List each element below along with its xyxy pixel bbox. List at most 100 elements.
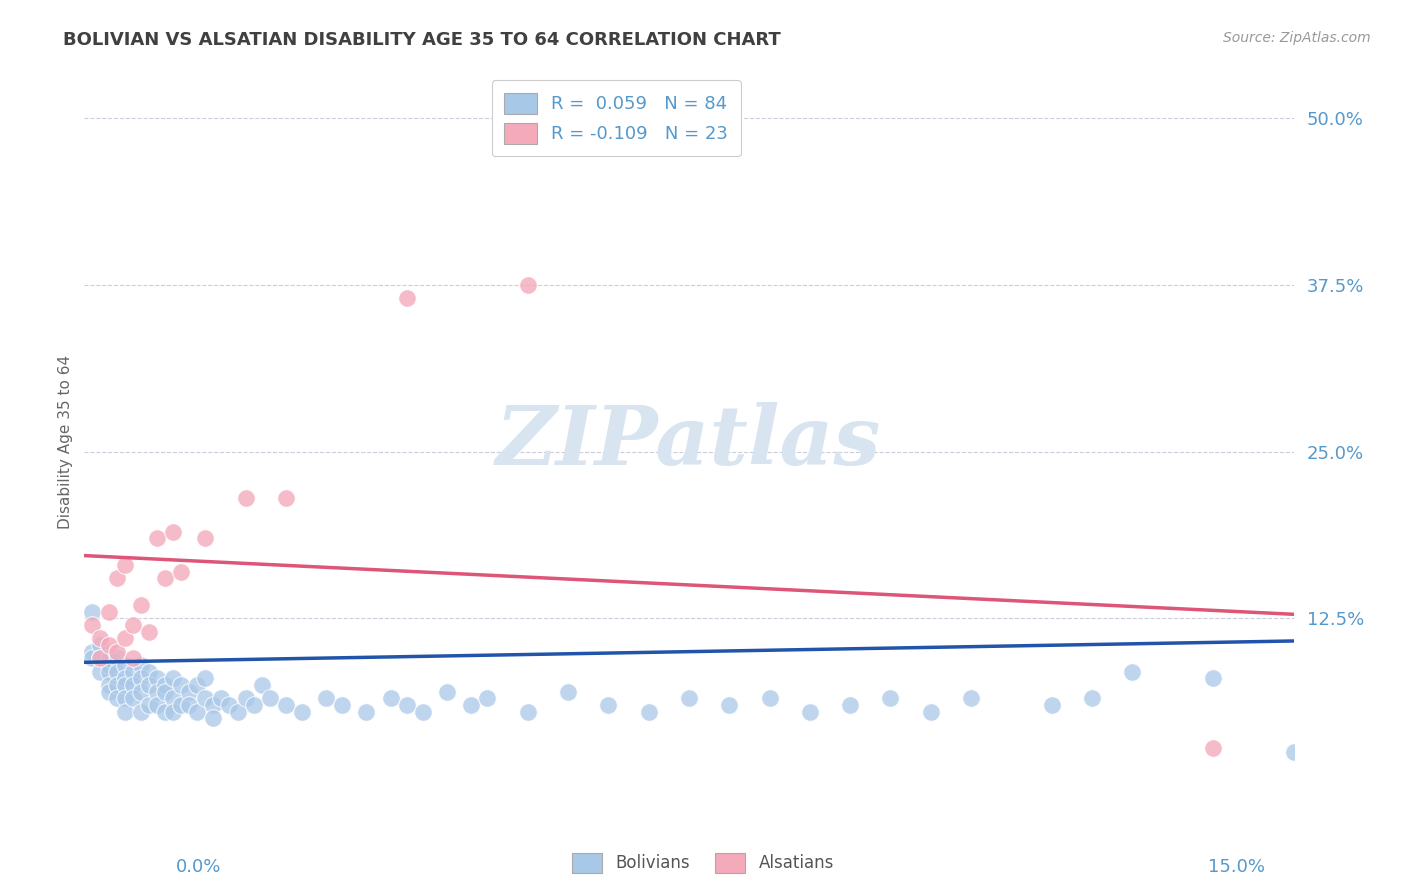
Point	[105, 678, 128, 692]
Point	[129, 671, 152, 685]
Point	[153, 678, 176, 692]
Point	[194, 671, 217, 685]
Point	[153, 705, 176, 719]
Point	[395, 698, 418, 712]
Point	[678, 691, 700, 706]
Text: ZIPatlas: ZIPatlas	[496, 401, 882, 482]
Point	[330, 698, 353, 712]
Point	[202, 698, 225, 712]
Point	[82, 618, 104, 632]
Point	[162, 705, 184, 719]
Point	[1121, 665, 1143, 679]
Point	[105, 651, 128, 665]
Point	[105, 665, 128, 679]
Point	[1202, 671, 1225, 685]
Point	[209, 691, 232, 706]
Point	[235, 491, 257, 506]
Point	[97, 678, 120, 692]
Point	[146, 698, 169, 712]
Point	[97, 684, 120, 698]
Point	[460, 698, 482, 712]
Point	[194, 531, 217, 545]
Point	[356, 705, 378, 719]
Point	[274, 491, 297, 506]
Point	[97, 638, 120, 652]
Point	[170, 698, 193, 712]
Point	[395, 291, 418, 305]
Point	[89, 651, 111, 665]
Point	[557, 684, 579, 698]
Point	[516, 705, 538, 719]
Point	[162, 691, 184, 706]
Point	[114, 558, 136, 572]
Point	[477, 691, 499, 706]
Point	[242, 698, 264, 712]
Point	[153, 684, 176, 698]
Point	[138, 678, 160, 692]
Text: 15.0%: 15.0%	[1208, 858, 1265, 876]
Point	[82, 651, 104, 665]
Point	[758, 691, 780, 706]
Point	[89, 651, 111, 665]
Text: BOLIVIAN VS ALSATIAN DISABILITY AGE 35 TO 64 CORRELATION CHART: BOLIVIAN VS ALSATIAN DISABILITY AGE 35 T…	[63, 31, 780, 49]
Point	[97, 651, 120, 665]
Point	[97, 665, 120, 679]
Point	[82, 645, 104, 659]
Point	[138, 624, 160, 639]
Point	[291, 705, 314, 719]
Point	[105, 691, 128, 706]
Point	[1040, 698, 1063, 712]
Point	[121, 618, 143, 632]
Point	[146, 671, 169, 685]
Point	[637, 705, 659, 719]
Point	[598, 698, 620, 712]
Point	[274, 698, 297, 712]
Point	[1081, 691, 1104, 706]
Point	[121, 665, 143, 679]
Point	[114, 705, 136, 719]
Point	[121, 691, 143, 706]
Point	[129, 657, 152, 672]
Point	[1282, 745, 1305, 759]
Point	[114, 678, 136, 692]
Point	[114, 657, 136, 672]
Point	[380, 691, 402, 706]
Point	[138, 698, 160, 712]
Point	[186, 705, 208, 719]
Point	[839, 698, 862, 712]
Point	[121, 678, 143, 692]
Point	[879, 691, 901, 706]
Point	[114, 691, 136, 706]
Point	[146, 684, 169, 698]
Point	[114, 632, 136, 646]
Point	[202, 711, 225, 725]
Point	[436, 684, 458, 698]
Legend: R =  0.059   N = 84, R = -0.109   N = 23: R = 0.059 N = 84, R = -0.109 N = 23	[492, 80, 741, 156]
Point	[170, 565, 193, 579]
Point	[129, 598, 152, 612]
Point	[920, 705, 942, 719]
Legend: Bolivians, Alsatians: Bolivians, Alsatians	[565, 847, 841, 880]
Point	[960, 691, 983, 706]
Y-axis label: Disability Age 35 to 64: Disability Age 35 to 64	[58, 354, 73, 529]
Point	[259, 691, 281, 706]
Point	[179, 698, 201, 712]
Point	[412, 705, 434, 719]
Point	[89, 638, 111, 652]
Point	[1202, 740, 1225, 755]
Point	[121, 651, 143, 665]
Point	[194, 691, 217, 706]
Point	[179, 684, 201, 698]
Point	[226, 705, 249, 719]
Point	[250, 678, 273, 692]
Point	[235, 691, 257, 706]
Point	[138, 665, 160, 679]
Text: Source: ZipAtlas.com: Source: ZipAtlas.com	[1223, 31, 1371, 45]
Point	[315, 691, 337, 706]
Point	[114, 671, 136, 685]
Point	[89, 632, 111, 646]
Point	[82, 605, 104, 619]
Point	[718, 698, 741, 712]
Point	[129, 684, 152, 698]
Point	[170, 678, 193, 692]
